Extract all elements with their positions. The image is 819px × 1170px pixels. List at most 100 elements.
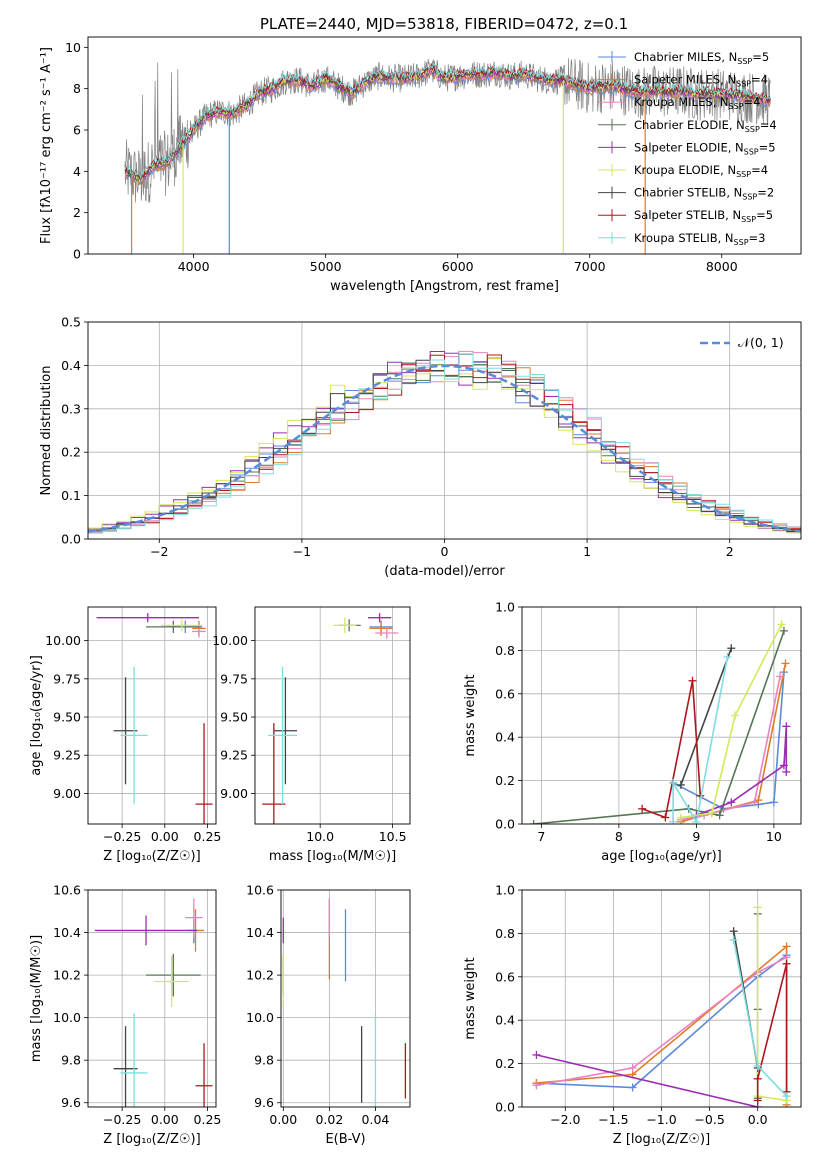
z_weight-plot-area [532, 903, 791, 1107]
spectrum-xtick-label: 4000 [178, 259, 210, 274]
z_age-ytick-label: 10.00 [45, 633, 81, 648]
z_weight-series-line [756, 907, 787, 1102]
residuals-ytick-label: 0.4 [61, 358, 81, 373]
mass_age-xlabel: mass [log₁₀(M/M☉)] [269, 849, 396, 864]
spectrum-frame [87, 36, 802, 255]
mass_age-xtick-label: 10.5 [379, 829, 407, 844]
residuals-ytick-label: 0.5 [61, 315, 81, 330]
age_weight-series-marker [727, 644, 736, 653]
age_weight-ytick-label: 0.6 [495, 686, 515, 701]
z_weight-ytick-label: 0.0 [495, 1100, 515, 1115]
legend-label-sub: SSP [742, 193, 757, 202]
z_mass-xtick-label: 0.25 [194, 1112, 222, 1127]
z_mass-plot-area [94, 898, 213, 1107]
spectrum-xtick-label: 5000 [310, 259, 342, 274]
z_age-xtick-label: 0.00 [151, 829, 179, 844]
z_age-ytick-label: 9.25 [53, 748, 81, 763]
ebv_mass-frame [280, 889, 411, 1108]
ebv_mass-xtick-label: 0.02 [315, 1112, 343, 1127]
age_weight-series-marker [638, 804, 647, 813]
z_weight-series-marker [753, 1074, 762, 1083]
age_weight-series-line [672, 656, 729, 824]
z_weight-series-line [756, 963, 788, 1101]
z_mass-xtick-label: −0.25 [103, 1112, 141, 1127]
z_mass-errorbar-point [146, 953, 201, 997]
age_weight-panel: 7 8 9 10 0.0 0.2 0.4 0.6 0.8 1.0 age [log₁₀(age/yr… [463, 600, 802, 864]
legend-label-sub: SSP [736, 80, 751, 89]
ebv_mass-panel: 0.00 0.02 0.04 9.6 9.8 10.0 10.2 10.4 10.6 E(B-V) [246, 883, 411, 1147]
z_age-errorbar-point [146, 620, 201, 633]
legend-label-sub: SSP [729, 102, 744, 111]
gaussian-curve [88, 364, 801, 533]
z_weight-series-marker [753, 1096, 762, 1105]
z_mass-errorbar-point [120, 1013, 148, 1107]
age_weight-ytick-label: 0.8 [495, 643, 515, 658]
age_weight-ytick-label: 1.0 [495, 600, 515, 615]
age_weight-series-marker [779, 626, 788, 635]
age_weight-ytick-label: 0.2 [495, 773, 515, 788]
z_mass-errorbar-point [154, 955, 189, 1008]
z_mass-errorbar-point [94, 915, 198, 946]
z_mass-xlabel: Z [log₁₀(Z/Z☉)] [103, 1132, 200, 1147]
mass_age-ytick-label: 9.50 [220, 710, 248, 725]
legend-label-value: =5 [752, 50, 769, 64]
spectrum-xtick-label: 8000 [706, 259, 738, 274]
legend-label-sub: SSP [736, 170, 751, 179]
z_weight-series-marker [729, 935, 738, 944]
z_weight-series-marker [782, 942, 791, 951]
z_mass-ytick-label: 9.6 [61, 1095, 81, 1110]
z_mass-ytick-label: 10.2 [53, 968, 81, 983]
mass_age-ytick-label: 10.00 [212, 633, 248, 648]
spectrum-ytick-label: 4 [73, 164, 81, 179]
legend-label: 𝒩(0, 1) [738, 335, 784, 350]
z_age-frame [87, 606, 217, 825]
legend-label-sub: SSP [744, 147, 759, 156]
mass_age-errorbar-point [367, 613, 392, 623]
z_age-errorbar-point [96, 613, 199, 623]
residuals-xtick-label: 0 [441, 544, 449, 559]
residuals-legend: 𝒩(0, 1) [700, 335, 784, 350]
residuals-xtick-label: −1 [293, 544, 311, 559]
z_age-ytick-label: 9.75 [53, 671, 81, 686]
z_age-xtick-label: −0.25 [103, 829, 141, 844]
figure-title: PLATE=2440, MJD=53818, FIBERID=0472, z=0… [260, 15, 628, 33]
legend-label-sub: SSP [737, 57, 752, 66]
z_mass-ytick-label: 9.8 [61, 1053, 81, 1068]
age_weight-ytick-label: 0.0 [495, 817, 515, 832]
z_weight-xtick-label: 0.0 [748, 1112, 768, 1127]
age_weight-xtick-label: 7 [537, 829, 545, 844]
z_age-errorbar-point [120, 666, 148, 805]
z_age-panel: −0.25 0.00 0.25 9.00 9.25 9.50 9.75 10.00 Z [log… [29, 606, 221, 864]
residuals-ytick-label: 0.1 [61, 488, 81, 503]
residuals-plot-area [88, 350, 801, 534]
z_weight-series-marker [729, 927, 738, 936]
spectrum-ylabel: Flux [fλ10⁻¹⁷ erg cm⁻² s⁻¹ A⁻¹] [39, 47, 54, 244]
ebv_mass-xtick-label: 0.00 [269, 1112, 297, 1127]
age_weight-series-marker [750, 798, 759, 807]
ebv_mass-ytick-label: 10.4 [246, 925, 274, 940]
ebv_mass-plot-area [282, 898, 407, 1107]
mass_age-ytick-label: 9.75 [220, 671, 248, 686]
legend-label-value: =4 [744, 95, 761, 109]
spectrum-ytick-label: 10 [65, 40, 81, 55]
age_weight-series-line [680, 676, 781, 821]
spectrum-panel: 4000 5000 6000 7000 8000 0 2 4 6 8 10 wavelength [A… [39, 36, 802, 294]
residuals-xtick-label: 2 [726, 544, 734, 559]
z_weight-xlabel: Z [log₁₀(Z/Z☉)] [613, 1132, 710, 1147]
age_weight-series-marker [676, 780, 685, 789]
z_weight-series-marker [532, 1081, 541, 1090]
legend-label-sub: SSP [745, 125, 760, 134]
age_weight-series-marker [688, 676, 697, 685]
spectrum-xlabel: wavelength [Angstrom, rest frame] [330, 279, 559, 294]
mass_age-ytick-label: 9.00 [220, 786, 248, 801]
mass_age-frame [254, 606, 411, 825]
residuals-frame [87, 321, 802, 540]
legend-label-value: =4 [751, 73, 768, 87]
mass_age-errorbar-point [273, 677, 298, 785]
mass_age-errorbar-point [262, 723, 286, 824]
age_weight-series-marker [769, 798, 778, 807]
z_weight-frame [521, 889, 802, 1108]
z_weight-series-line [732, 939, 788, 1097]
legend-label: Salpeter ELODIE, NSSP=5 [634, 140, 776, 156]
